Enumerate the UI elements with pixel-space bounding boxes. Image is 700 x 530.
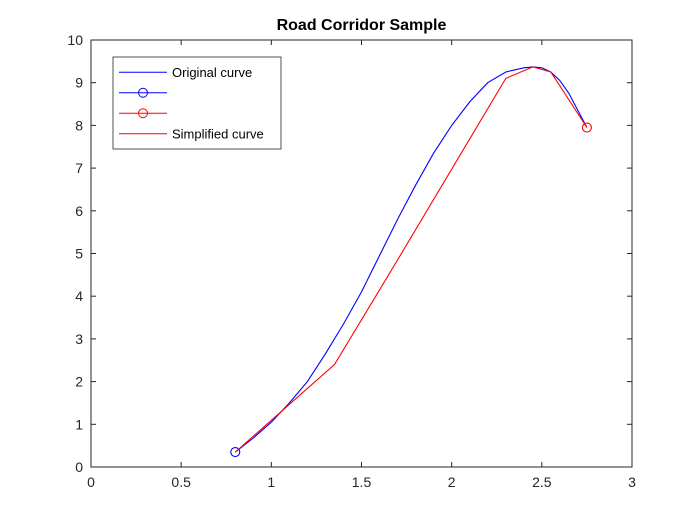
y-tick-label: 10 bbox=[67, 32, 83, 48]
x-tick-label: 1.5 bbox=[352, 474, 372, 490]
y-tick-label: 0 bbox=[75, 459, 83, 475]
y-tick-label: 5 bbox=[75, 246, 83, 262]
x-tick-label: 1 bbox=[267, 474, 275, 490]
series-marker-1-point-0 bbox=[230, 447, 241, 458]
legend: Original curve Simplified curve bbox=[112, 56, 282, 150]
y-tick-label: 1 bbox=[75, 416, 83, 432]
y-tick-label: 6 bbox=[75, 203, 83, 219]
legend-swatch-marker bbox=[138, 87, 148, 98]
y-tick-label: 2 bbox=[75, 374, 83, 390]
legend-swatch-marker bbox=[138, 108, 148, 119]
series-marker-2-point-0 bbox=[581, 122, 592, 133]
series-layer bbox=[230, 66, 592, 458]
y-tick-label: 9 bbox=[75, 75, 83, 91]
legend-label: Original curve bbox=[172, 65, 252, 80]
x-tick-label: 0 bbox=[87, 474, 95, 490]
series-line-simplified-curve bbox=[234, 66, 588, 453]
x-tick-label: 3 bbox=[628, 474, 636, 490]
y-tick-label: 8 bbox=[75, 117, 83, 133]
chart-title: Road Corridor Sample bbox=[277, 17, 447, 34]
x-tick-label: 2 bbox=[448, 474, 456, 490]
axes-layer: 0 0.5 1 1.5 2 2.5 3 0 1 2 3 4 5 6 7 8 9 10 bbox=[67, 32, 636, 490]
x-tick-label: 0.5 bbox=[171, 474, 191, 490]
y-tick-label: 4 bbox=[75, 288, 83, 304]
legend-label: Simplified curve bbox=[172, 126, 264, 141]
y-tick-label: 7 bbox=[75, 160, 83, 176]
y-tick-label: 3 bbox=[75, 331, 83, 347]
x-tick-label: 2.5 bbox=[532, 474, 552, 490]
